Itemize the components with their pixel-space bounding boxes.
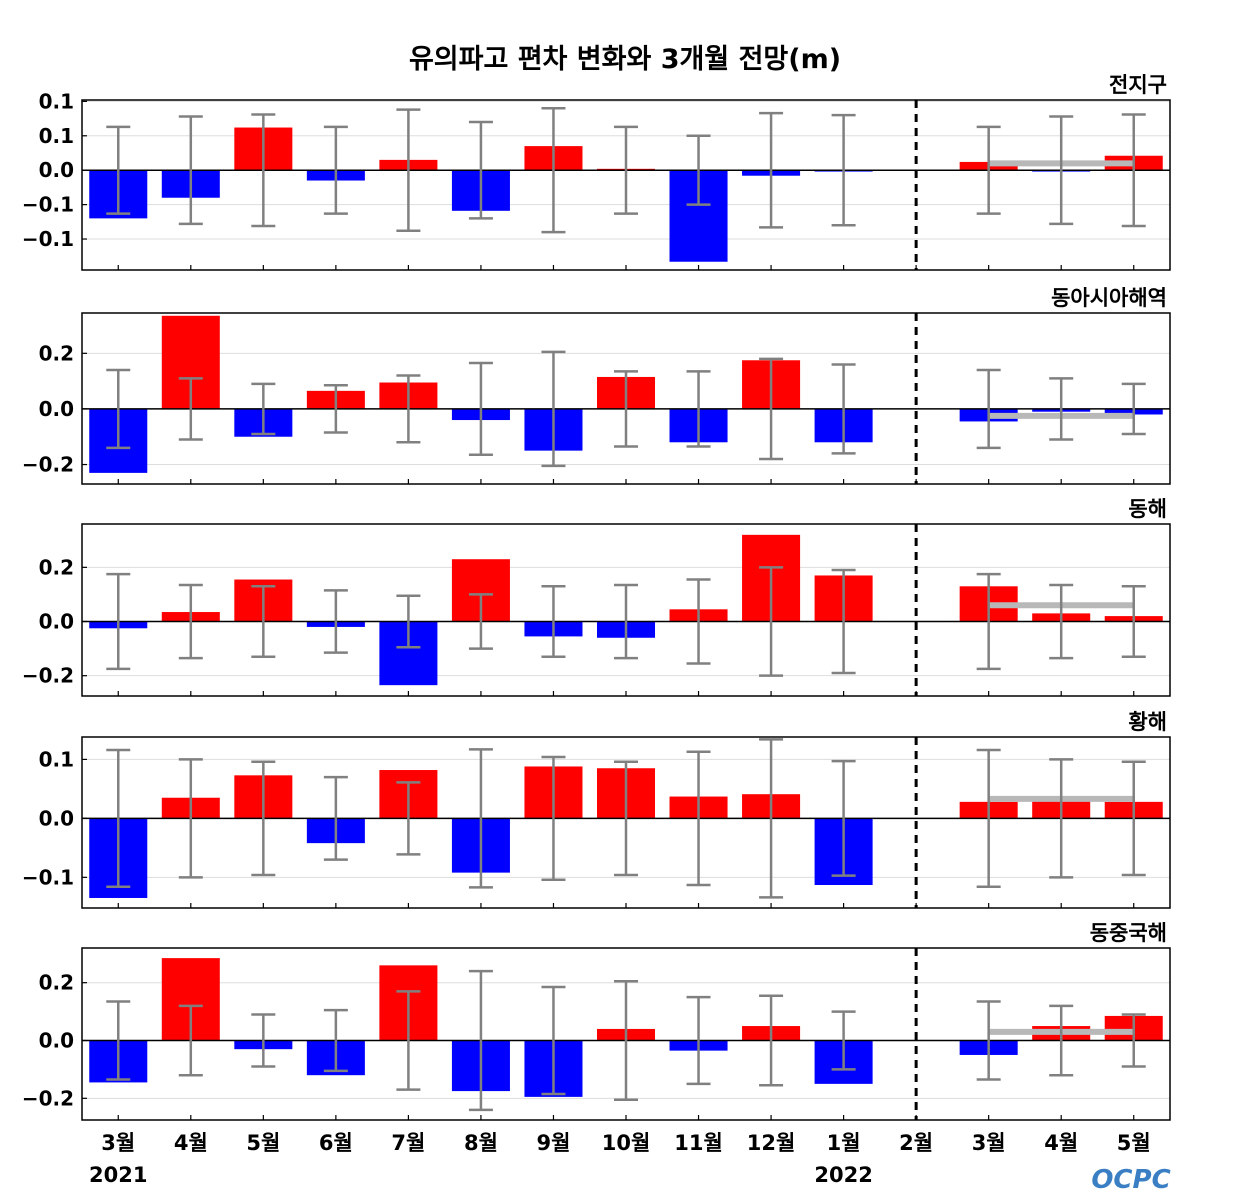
x-tick-label: 5월 — [1117, 1131, 1151, 1155]
y-tick-label: 0.0 — [39, 158, 74, 182]
y-tick-label: −0.1 — [22, 865, 74, 889]
panel-2: −0.2 0.0 0.2 동아시아해역 — [22, 286, 1171, 485]
y-tick-label: 0.2 — [39, 971, 74, 995]
x-tick-label: 8월 — [464, 1131, 498, 1155]
panel-title: 전지구 — [1109, 73, 1167, 97]
x-axis-labels: 3월 4월 5월 6월 7월 8월 9월 10월 11월 12월 1월 2월 3월 4월 5월 2021 202… — [89, 1131, 1151, 1187]
chart-title: 유의파고 편차 변화와 3개월 전망(m) — [409, 44, 841, 75]
panel-title: 황해 — [1128, 710, 1167, 734]
y-tick-label: 0.2 — [39, 555, 74, 579]
x-tick-label: 5월 — [246, 1131, 280, 1155]
year-label: 2022 — [814, 1163, 872, 1187]
x-tick-label: 7월 — [391, 1131, 425, 1155]
year-label: 2021 — [89, 1163, 147, 1187]
panel-1: −0.1 −0.1 0.0 0.1 0.1 전지구 — [22, 73, 1171, 271]
x-tick-label: 3월 — [101, 1131, 135, 1155]
x-tick-label: 10월 — [602, 1131, 651, 1155]
chart-panels: −0.1−0.10.00.10.1전지구−0.20.00.2동아시아해역−0.2… — [22, 73, 1171, 1121]
y-tick-label: −0.2 — [22, 1086, 74, 1110]
panel-3: −0.2 0.0 0.2 동해 — [22, 497, 1171, 697]
y-tick-label: 0.0 — [39, 610, 74, 634]
panel-4: −0.1 0.0 0.1 황해 — [22, 710, 1171, 909]
x-tick-label: 2월 — [899, 1131, 933, 1155]
x-tick-label: 9월 — [536, 1131, 570, 1155]
y-tick-label: 0.1 — [39, 747, 74, 771]
cpc-logo-text: OCPC — [1091, 1165, 1170, 1195]
y-tick-label: 0.1 — [39, 89, 74, 113]
panel-title: 동아시아해역 — [1051, 286, 1167, 310]
panel-title: 동해 — [1128, 497, 1167, 521]
x-tick-label: 3월 — [972, 1131, 1006, 1155]
y-tick-label: −0.2 — [22, 664, 74, 688]
x-tick-label: 11월 — [674, 1131, 723, 1155]
y-tick-label: −0.1 — [22, 193, 74, 217]
x-tick-label: 1월 — [827, 1131, 861, 1155]
y-tick-label: 0.0 — [39, 1029, 74, 1053]
y-tick-label: 0.0 — [39, 397, 74, 421]
y-tick-label: 0.0 — [39, 806, 74, 830]
panel-5: −0.2 0.0 0.2 동중국해 — [22, 921, 1171, 1121]
panel-title: 동중국해 — [1090, 921, 1167, 945]
cpc-logo: OCPC — [1091, 1165, 1170, 1195]
y-tick-label: 0.1 — [39, 124, 74, 148]
y-tick-label: 0.2 — [39, 341, 74, 365]
y-tick-label: −0.2 — [22, 453, 74, 477]
x-tick-label: 4월 — [174, 1131, 208, 1155]
x-tick-label: 6월 — [319, 1131, 353, 1155]
x-tick-label: 4월 — [1044, 1131, 1078, 1155]
y-tick-label: −0.1 — [22, 227, 74, 251]
x-tick-label: 12월 — [747, 1131, 796, 1155]
